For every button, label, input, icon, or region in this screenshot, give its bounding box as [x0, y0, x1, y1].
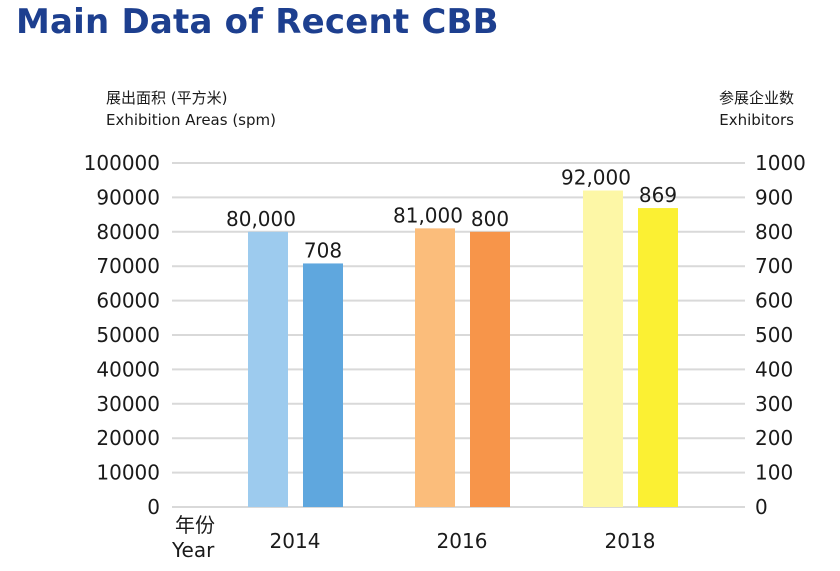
y-right-tick-label: 900 [755, 185, 793, 209]
x-tick-label: 2018 [605, 529, 656, 553]
bar [470, 231, 510, 508]
y-right-tick-label: 600 [755, 289, 793, 313]
right-axis-label-en: Exhibitors [719, 111, 794, 129]
y-left-tick-label: 50000 [96, 323, 160, 347]
data-label: 81,000 [393, 203, 463, 227]
bar [248, 231, 288, 508]
y-left-tick-label: 40000 [96, 357, 160, 381]
y-right-tick-label: 0 [755, 495, 768, 519]
right-axis-label-cn: 参展企业数 [718, 89, 794, 107]
y-right-tick-label: 1000 [755, 151, 806, 175]
page-title: Main Data of Recent CBB [16, 2, 499, 42]
bar [303, 263, 343, 507]
data-label: 869 [639, 183, 677, 207]
y-left-tick-label: 10000 [96, 461, 160, 485]
y-right-tick-label: 200 [755, 426, 793, 450]
x-tick-label: 2016 [437, 529, 488, 553]
y-left-tick-label: 70000 [96, 254, 160, 278]
left-axis-label-cn: 展出面积 (平方米) [106, 89, 228, 107]
y-right-tick-label: 700 [755, 254, 793, 278]
y-right-tick-label: 500 [755, 323, 793, 347]
y-left-tick-label: 90000 [96, 185, 160, 209]
bar [415, 228, 455, 508]
y-left-tick-label: 20000 [96, 426, 160, 450]
data-label: 800 [471, 207, 509, 231]
x-axis-label-cn: 年份 [175, 513, 215, 537]
y-left-tick-label: 100000 [84, 151, 160, 175]
x-axis-label-en: Year [171, 538, 215, 562]
data-label: 80,000 [226, 207, 296, 231]
right-axis-label: 参展企业数 Exhibitors [719, 87, 794, 131]
y-left-tick-label: 60000 [96, 289, 160, 313]
x-tick-label: 2014 [270, 529, 321, 553]
y-right-tick-label: 300 [755, 392, 793, 416]
bar [583, 190, 623, 507]
data-label: 708 [304, 238, 342, 262]
y-right-tick-label: 100 [755, 461, 793, 485]
y-right-tick-label: 400 [755, 357, 793, 381]
bar [638, 208, 678, 507]
left-axis-label-en: Exhibition Areas (spm) [106, 111, 276, 129]
data-label: 92,000 [561, 166, 631, 190]
y-left-tick-label: 80000 [96, 220, 160, 244]
y-left-tick-label: 0 [147, 495, 160, 519]
left-axis-label: 展出面积 (平方米) Exhibition Areas (spm) [106, 87, 276, 131]
y-right-tick-label: 800 [755, 220, 793, 244]
y-left-tick-label: 30000 [96, 392, 160, 416]
